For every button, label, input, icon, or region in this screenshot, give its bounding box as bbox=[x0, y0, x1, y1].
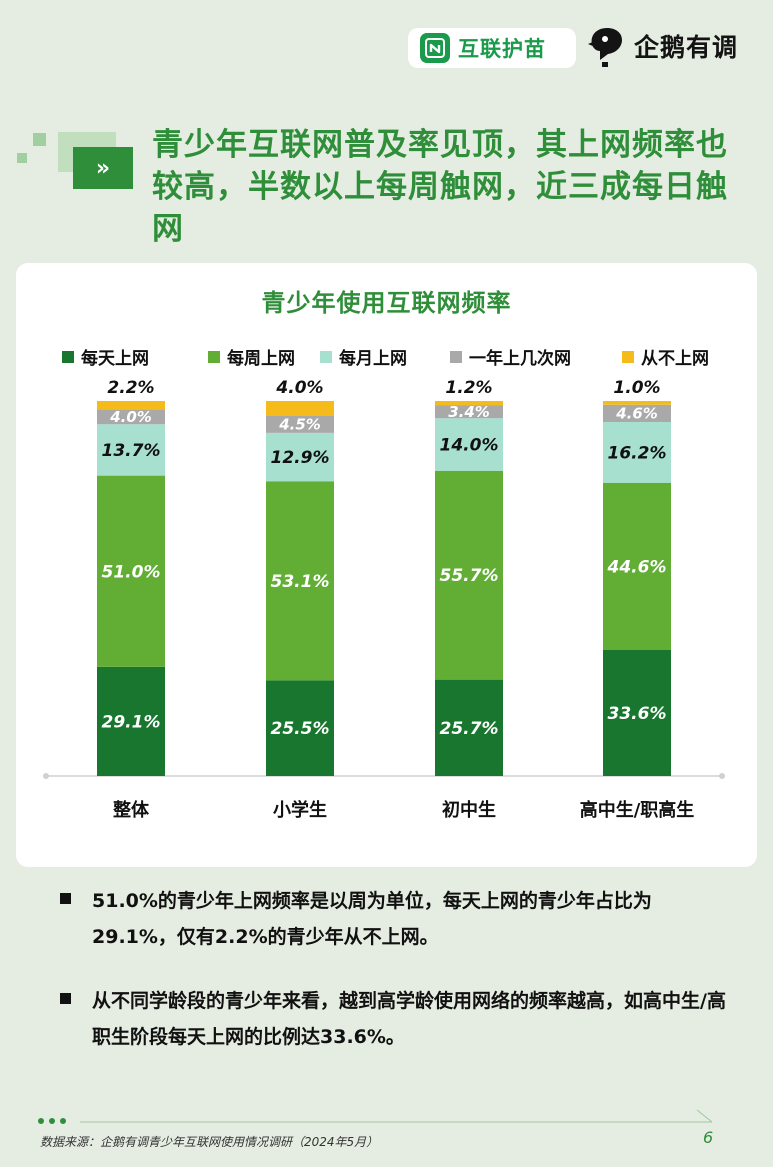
legend-swatch bbox=[62, 350, 74, 363]
footer-line bbox=[80, 1109, 713, 1123]
axis-end-dot bbox=[43, 773, 49, 779]
legend-label: 每月上网 bbox=[339, 349, 407, 369]
dot bbox=[38, 1118, 44, 1124]
bar-segment bbox=[435, 405, 503, 419]
brand-logo-icon bbox=[420, 33, 450, 63]
bar-segment bbox=[603, 404, 671, 422]
note-1: 51.0%的青少年上网频率是以周为单位，每天上网的青少年占比为29.1%，仅有2… bbox=[60, 883, 730, 955]
page-title: 青少年互联网普及率见顶，其上网频率也较高，半数以上每周触网，近三成每日触网 bbox=[152, 127, 728, 247]
bullet-square-icon bbox=[60, 993, 71, 1004]
legend-label: 从不上网 bbox=[641, 349, 709, 369]
data-label: 55.7% bbox=[440, 566, 499, 586]
data-label: 14.0% bbox=[440, 436, 499, 456]
legend-swatch bbox=[450, 350, 462, 363]
data-label: 4.0% bbox=[109, 408, 152, 426]
legend-swatch bbox=[320, 350, 332, 363]
note-text: 从不同学龄段的青少年来看，越到高学龄使用网络的频率越高，如高中生/高职生阶段每天… bbox=[92, 990, 726, 1048]
legend-label: 每天上网 bbox=[81, 349, 149, 369]
decor-square bbox=[33, 133, 46, 146]
bar-segment bbox=[435, 401, 503, 406]
data-source: 数据来源：企鹅有调青少年互联网使用情况调研（2024年5月） bbox=[40, 1135, 379, 1149]
data-label: 16.2% bbox=[608, 443, 667, 463]
legend-label: 每周上网 bbox=[227, 349, 295, 369]
legend-item-yearly: 一年上几次网 bbox=[450, 344, 571, 369]
data-label: 4.0% bbox=[275, 378, 323, 398]
bullet-square-icon bbox=[60, 893, 71, 904]
partner-brand-name: 企鹅有调 bbox=[634, 33, 739, 62]
data-label: 51.0% bbox=[102, 562, 161, 582]
data-label: 25.5% bbox=[271, 719, 330, 739]
bar-segment bbox=[97, 666, 165, 776]
legend-label: 一年上几次网 bbox=[469, 349, 571, 369]
bar-segment bbox=[603, 422, 671, 483]
bar-segment bbox=[97, 475, 165, 667]
bar-segment bbox=[266, 680, 334, 776]
data-label: 29.1% bbox=[102, 712, 161, 732]
note-2: 从不同学龄段的青少年来看，越到高学龄使用网络的频率越高，如高中生/高职生阶段每天… bbox=[60, 983, 730, 1055]
brand-badge: 互联护苗 bbox=[408, 28, 576, 68]
data-label: 12.9% bbox=[271, 448, 330, 468]
bar-segment bbox=[97, 409, 165, 425]
data-label: 13.7% bbox=[102, 441, 161, 461]
data-label: 4.5% bbox=[278, 415, 321, 433]
bar-segment bbox=[97, 424, 165, 476]
data-label: 44.6% bbox=[607, 557, 667, 577]
dot bbox=[49, 1118, 55, 1124]
data-label: 33.6% bbox=[608, 704, 667, 724]
note-text: 51.0%的青少年上网频率是以周为单位，每天上网的青少年占比为29.1%，仅有2… bbox=[92, 890, 652, 948]
x-tick-label: 初中生 bbox=[442, 799, 496, 821]
brand-name: 互联护苗 bbox=[458, 37, 546, 61]
bar-segment bbox=[603, 650, 671, 776]
decor-square bbox=[17, 153, 27, 163]
footer-dots bbox=[38, 1118, 66, 1124]
bar-segment bbox=[603, 482, 671, 650]
bar-segment bbox=[266, 401, 334, 416]
x-tick-label: 高中生/职高生 bbox=[580, 799, 695, 821]
data-label: 3.4% bbox=[448, 403, 490, 421]
data-label: 25.7% bbox=[440, 719, 499, 739]
bar-segment bbox=[266, 416, 334, 433]
legend-swatch bbox=[208, 350, 220, 363]
bar-segment bbox=[435, 470, 503, 680]
legend-item-never: 从不上网 bbox=[622, 344, 709, 369]
chart-title: 青少年使用互联网频率 bbox=[261, 289, 512, 317]
data-label: 53.1% bbox=[271, 572, 330, 592]
dot bbox=[60, 1118, 66, 1124]
bar-segment bbox=[603, 401, 671, 405]
x-tick-label: 小学生 bbox=[273, 799, 327, 821]
bar-segment bbox=[266, 481, 334, 681]
data-label: 1.0% bbox=[613, 378, 660, 398]
x-tick-label: 整体 bbox=[112, 799, 150, 821]
page-number: 6 bbox=[703, 1128, 714, 1147]
data-label: 2.2% bbox=[107, 378, 154, 398]
data-label: 1.2% bbox=[445, 378, 492, 398]
double-chevron-icon: » bbox=[73, 147, 133, 189]
bar-segment bbox=[435, 679, 503, 776]
legend-item-weekly: 每周上网 bbox=[208, 344, 295, 369]
legend-item-monthly: 每月上网 bbox=[320, 344, 407, 369]
bar-segment bbox=[435, 418, 503, 471]
data-label: 4.6% bbox=[615, 404, 658, 422]
bar-segment bbox=[97, 401, 165, 410]
legend-swatch bbox=[622, 350, 634, 363]
legend-item-daily: 每天上网 bbox=[62, 344, 149, 369]
axis-end-dot bbox=[719, 773, 725, 779]
penguin-logo-icon bbox=[588, 28, 622, 67]
bar-segment bbox=[266, 432, 334, 482]
partner-brand: 企鹅有调 bbox=[586, 24, 738, 68]
